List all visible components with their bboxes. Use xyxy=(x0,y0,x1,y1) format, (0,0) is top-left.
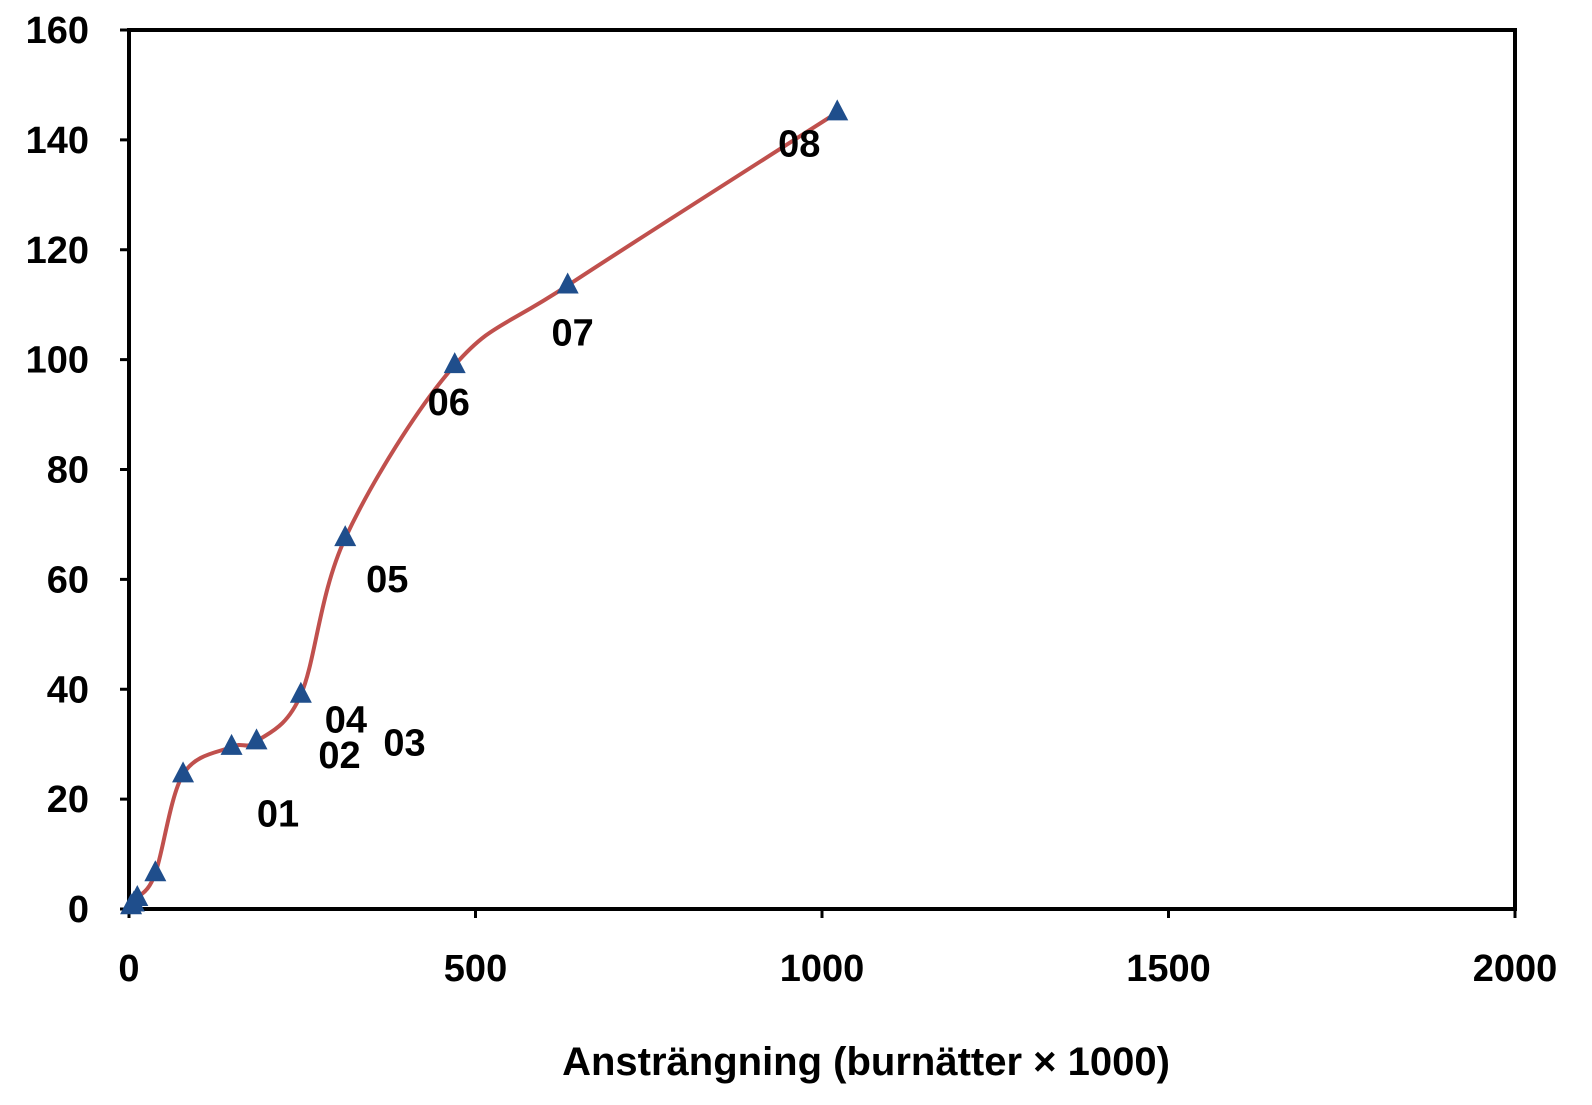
x-tick-label: 1000 xyxy=(780,948,865,990)
data-point-marker xyxy=(144,860,167,882)
y-tick-label: 40 xyxy=(47,669,89,711)
x-axis-ticks: 0 500 1000 1500 2000 xyxy=(118,909,1557,990)
y-tick-label: 60 xyxy=(47,559,89,601)
data-point-marker xyxy=(289,681,312,703)
point-labels: 01 02 03 04 05 06 07 08 xyxy=(257,123,820,835)
data-point-marker xyxy=(220,733,243,755)
x-tick-label: 1500 xyxy=(1126,948,1211,990)
x-tick-label: 0 xyxy=(118,948,139,990)
data-point-marker xyxy=(443,352,466,374)
x-tick-label: 500 xyxy=(444,948,507,990)
y-tick-label: 140 xyxy=(26,120,89,162)
y-tick-label: 80 xyxy=(47,450,89,492)
data-point-label: 05 xyxy=(366,559,408,601)
series-markers xyxy=(120,99,849,915)
data-point-label: 08 xyxy=(778,123,820,165)
data-point-marker xyxy=(172,761,195,783)
y-axis-ticks: 0 20 40 60 80 100 120 140 160 xyxy=(26,10,129,931)
x-axis-title: Ansträngning (burnätter × 1000) xyxy=(562,1040,1170,1084)
x-tick-label: 2000 xyxy=(1473,948,1558,990)
y-tick-label: 0 xyxy=(68,889,89,931)
data-point-label: 01 xyxy=(257,793,299,835)
y-tick-label: 20 xyxy=(47,779,89,821)
y-tick-label: 120 xyxy=(26,230,89,272)
data-point-marker xyxy=(556,272,579,294)
data-point-label: 07 xyxy=(552,312,594,354)
y-tick-label: 160 xyxy=(26,10,89,52)
plot-area xyxy=(127,28,1517,911)
data-point-marker xyxy=(126,884,149,906)
data-point-label: 06 xyxy=(428,382,470,424)
data-point-label: 04 xyxy=(325,700,367,742)
data-point-marker xyxy=(245,728,268,750)
data-point-label: 03 xyxy=(383,722,425,764)
data-point-marker xyxy=(334,525,357,547)
data-point-marker xyxy=(826,99,849,121)
y-tick-label: 100 xyxy=(26,340,89,382)
data-point-label: 02 xyxy=(318,735,360,777)
